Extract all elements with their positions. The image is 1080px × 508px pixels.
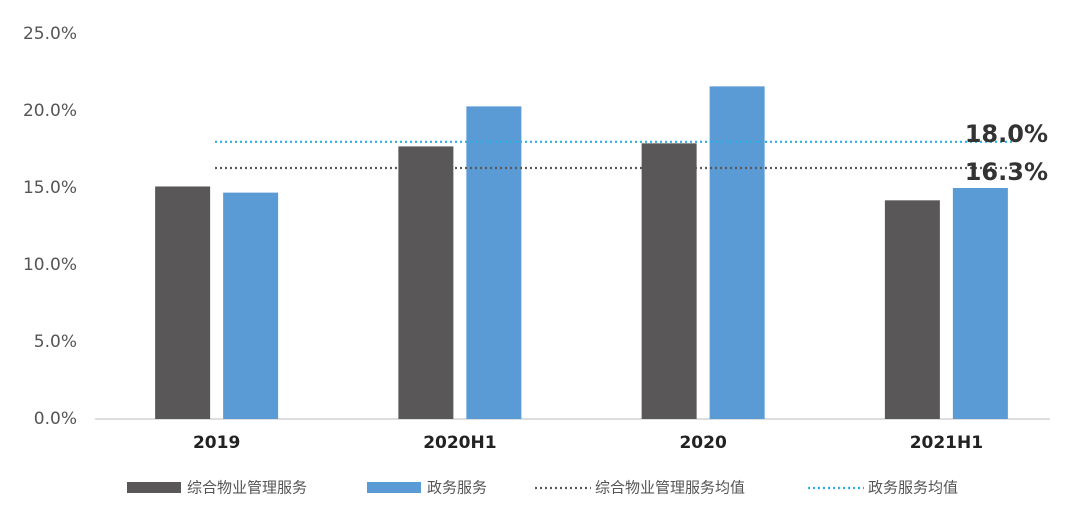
y-tick-label: 10.0% xyxy=(23,255,77,275)
bar xyxy=(884,200,940,419)
y-tick-label: 20.0% xyxy=(23,101,77,121)
legend-label: 政务服务均值 xyxy=(868,479,958,497)
x-tick-label: 2019 xyxy=(193,433,240,453)
bar xyxy=(466,106,522,419)
bar xyxy=(709,86,765,420)
x-tick-label: 2020H1 xyxy=(423,433,496,453)
legend-label: 综合物业管理服务 xyxy=(187,479,307,497)
y-tick-label: 0.0% xyxy=(34,409,77,429)
x-tick-label: 2020 xyxy=(679,433,726,453)
x-tick-label: 2021H1 xyxy=(910,433,983,453)
bar xyxy=(952,188,1008,419)
bar xyxy=(398,146,454,420)
y-tick-label: 5.0% xyxy=(34,332,77,352)
y-tick-label: 25.0% xyxy=(23,24,77,44)
legend-label: 综合物业管理服务均值 xyxy=(595,479,745,497)
bar xyxy=(223,192,279,419)
legend-swatch xyxy=(127,482,181,493)
y-tick-label: 15.0% xyxy=(23,178,77,198)
legend-label: 政务服务 xyxy=(427,479,487,497)
average-label: 18.0% xyxy=(965,120,1048,148)
bar xyxy=(641,143,697,419)
bar xyxy=(155,186,211,419)
legend-swatch xyxy=(367,482,421,493)
average-label: 16.3% xyxy=(965,158,1048,186)
